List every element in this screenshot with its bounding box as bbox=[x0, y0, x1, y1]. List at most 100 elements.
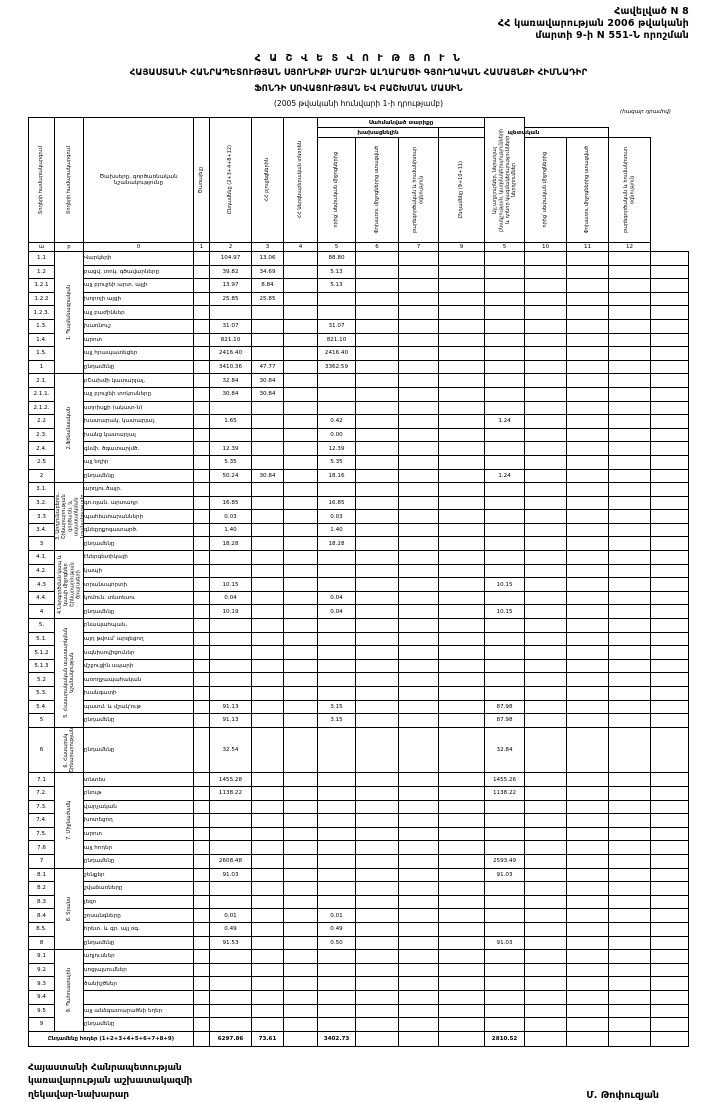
cell-col-11 bbox=[608, 935, 652, 951]
cell-service bbox=[193, 894, 210, 910]
row-label: բացվ. տոկ. գծավարները bbox=[83, 264, 194, 280]
cell-col-8 bbox=[484, 921, 526, 937]
cell-col-2: 34.69 bbox=[251, 264, 284, 280]
row-number: 3.3 bbox=[28, 509, 55, 524]
cell-col-12 bbox=[650, 251, 689, 266]
cell-col-11 bbox=[608, 894, 652, 910]
cell-col-9 bbox=[524, 441, 568, 456]
cell-col-4 bbox=[317, 772, 356, 787]
cell-service bbox=[193, 686, 210, 701]
cell-col-11 bbox=[608, 699, 652, 715]
cell-col-10 bbox=[566, 509, 610, 524]
cell-col-2 bbox=[251, 658, 284, 674]
cell-col-6 bbox=[398, 713, 439, 728]
cell-col-3 bbox=[283, 536, 318, 552]
row-number: 1.2.2 bbox=[28, 291, 55, 307]
table-row: 1.1 1. Պայմանագրական Վարկերի 104.97 13.06 88.… bbox=[28, 250, 689, 375]
cell-col-5 bbox=[355, 414, 399, 429]
table-row: 5. 5. Հասարակական սպասարկման նշանակության… bbox=[28, 618, 689, 728]
cell-col-12 bbox=[650, 935, 689, 951]
cell-col-10 bbox=[566, 989, 610, 1005]
cell-service bbox=[193, 826, 210, 842]
cell-col-11 bbox=[608, 908, 652, 923]
cell-col-11 bbox=[608, 264, 652, 280]
cell-col-12 bbox=[650, 550, 689, 565]
cell-col-9 bbox=[524, 563, 568, 579]
cell-col-1 bbox=[209, 881, 252, 896]
cell-col-9 bbox=[524, 826, 568, 842]
cell-col-7 bbox=[437, 631, 486, 647]
cell-col-5 bbox=[355, 921, 399, 937]
cell-col-8 bbox=[484, 881, 526, 896]
cell-col-3 bbox=[283, 976, 318, 991]
cell-col-12 bbox=[650, 509, 689, 524]
cell-service bbox=[193, 359, 210, 375]
cell-col-9 bbox=[524, 468, 568, 484]
row-number: 2.5 bbox=[28, 454, 55, 470]
cell-col-4 bbox=[317, 563, 356, 579]
cell-col-2 bbox=[251, 699, 284, 715]
cell-col-9 bbox=[524, 386, 568, 402]
cell-col-1: 18.28 bbox=[209, 536, 252, 552]
cell-col-4: 12.39 bbox=[317, 441, 356, 456]
cell-col-6 bbox=[398, 346, 439, 361]
cell-col-10 bbox=[566, 386, 610, 402]
cell-col-8 bbox=[484, 908, 526, 923]
cell-col-11 bbox=[608, 509, 652, 524]
row-number: 5.1. bbox=[28, 631, 55, 647]
cell-service bbox=[193, 495, 210, 511]
cell-col-8 bbox=[484, 373, 526, 388]
cell-service bbox=[193, 536, 210, 552]
cell-service bbox=[193, 976, 210, 991]
th-col6: Փոխառու միջոցներից ստացված bbox=[355, 137, 399, 243]
cell-col-4: 16.85 bbox=[317, 495, 356, 511]
cell-col-6 bbox=[398, 826, 439, 842]
cell-col-3 bbox=[283, 577, 318, 592]
cell-col-7 bbox=[437, 672, 486, 687]
section-label: 3. Արդյունաբերու․ Շինարարության գործառն․… bbox=[54, 482, 84, 552]
cell-col-9 bbox=[524, 645, 568, 660]
cell-col-2 bbox=[251, 346, 284, 361]
cell-col-3 bbox=[283, 772, 318, 787]
cell-col-4: 5.35 bbox=[317, 454, 356, 470]
cell-col-1 bbox=[209, 813, 252, 828]
cell-service bbox=[193, 645, 210, 660]
row-number: 5 bbox=[28, 713, 55, 728]
column-number-11: 5 bbox=[484, 242, 526, 252]
document-header: Հավելված N 8 ՀՀ կառավարության 2006 թվակա… bbox=[28, 6, 689, 42]
column-number-12: 10 bbox=[524, 242, 568, 252]
cell-col-4 bbox=[317, 291, 356, 307]
cell-col-1 bbox=[209, 563, 252, 579]
cell-col-4 bbox=[317, 949, 356, 964]
row-label: կոմուն. տնտեսու bbox=[83, 590, 194, 606]
row-label: խանգատի bbox=[83, 686, 194, 701]
table-row: 2.3. խանց կատարյալ 0.00 bbox=[28, 427, 689, 443]
cell-col-7 bbox=[437, 772, 486, 787]
row-label: խանց կատարյալ bbox=[83, 427, 194, 443]
cell-col-11 bbox=[608, 949, 652, 964]
cell-col-9 bbox=[524, 373, 568, 388]
cell-col-12 bbox=[650, 373, 689, 388]
cell-col-4: 88.80 bbox=[317, 251, 356, 266]
cell-col-8 bbox=[484, 590, 526, 606]
cell-col-7 bbox=[437, 441, 486, 456]
row-number: 9.4 bbox=[28, 989, 55, 1005]
section-label: 8. Տրանս bbox=[54, 867, 84, 951]
cell-col-2 bbox=[251, 908, 284, 923]
column-number-1: բ bbox=[54, 242, 84, 252]
cell-col-3 bbox=[283, 826, 318, 842]
cell-col-4 bbox=[317, 686, 356, 701]
row-number: 4 bbox=[28, 604, 55, 620]
cell-col-6 bbox=[398, 935, 439, 951]
cell-col-2 bbox=[251, 509, 284, 524]
cell-col-9 bbox=[524, 658, 568, 674]
cell-col-1 bbox=[209, 686, 252, 701]
cell-col-12 bbox=[650, 454, 689, 470]
th-col9: Ընդամենը (9+10+11) bbox=[437, 137, 486, 243]
cell-col-7 bbox=[437, 726, 486, 774]
cell-col-8 bbox=[484, 495, 526, 511]
cell-service bbox=[193, 414, 210, 429]
column-number-13: 11 bbox=[566, 242, 610, 252]
th-group-top: Սահմանված տարիքը bbox=[316, 117, 486, 128]
cell-col-2: 47.77 bbox=[251, 359, 284, 375]
